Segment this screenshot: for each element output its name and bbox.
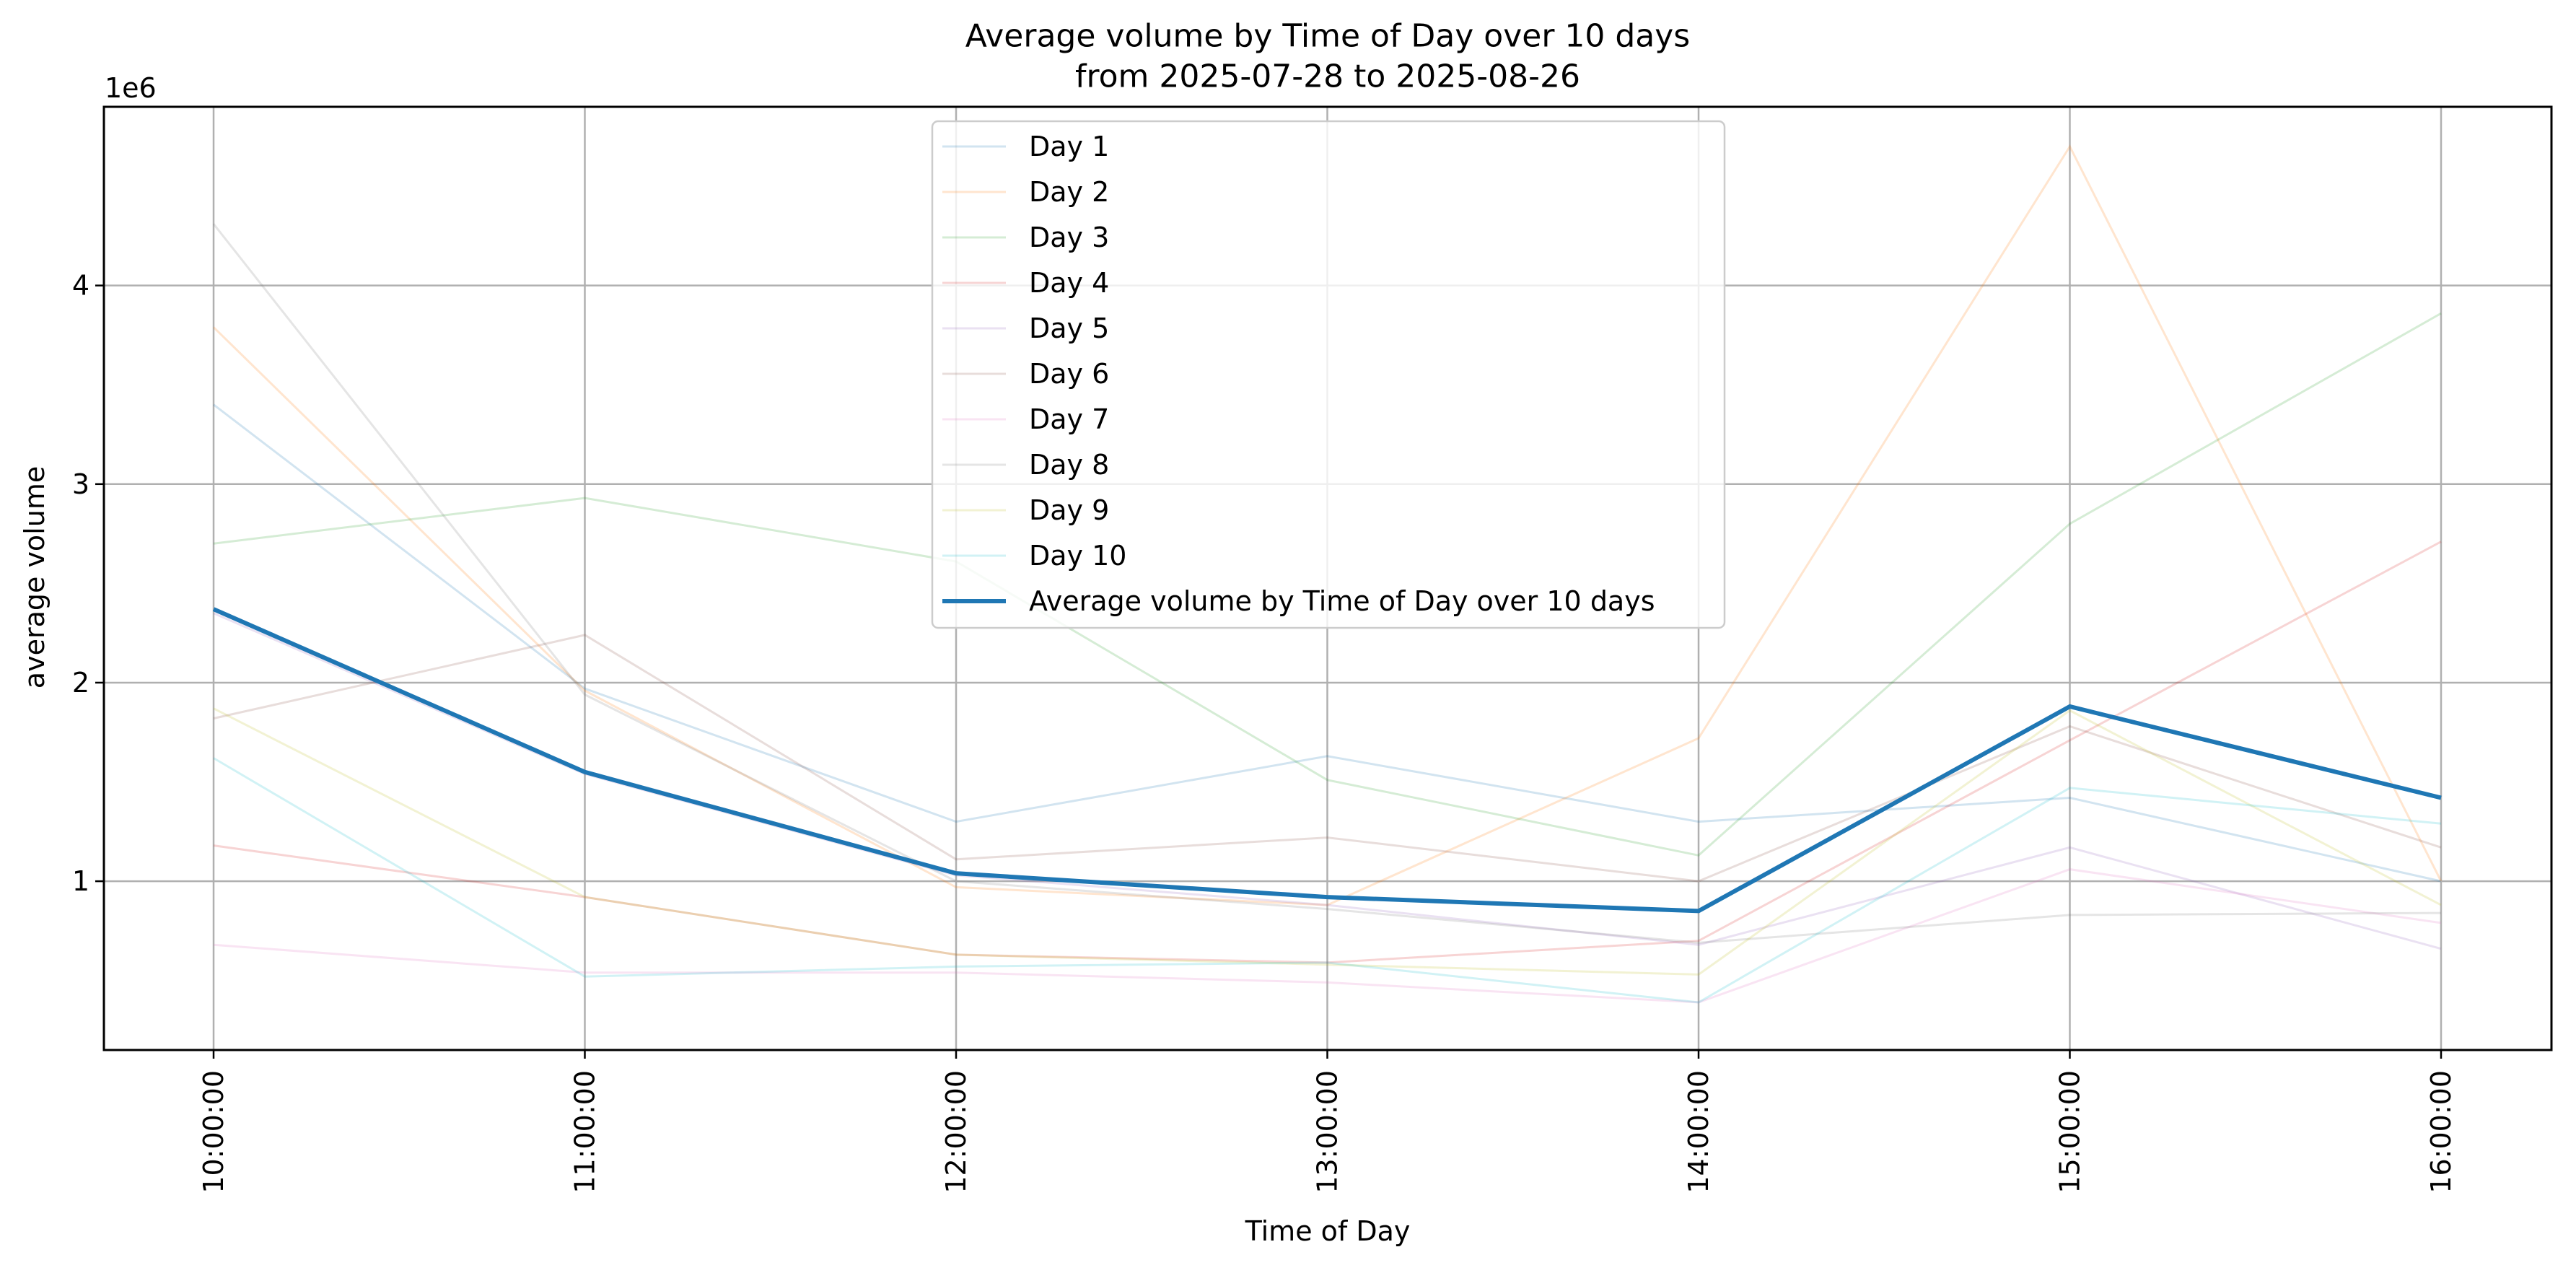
- legend-box: [931, 120, 1726, 629]
- legend-label: Day 2: [1029, 176, 1109, 208]
- series-line-day-1: [213, 403, 2442, 883]
- series-lines: [212, 144, 2443, 1004]
- series-line-day-10: [213, 757, 2442, 1004]
- y-tick-label: 2: [72, 667, 89, 699]
- average-series-line: [212, 607, 2442, 914]
- y-tick-label: 1: [72, 865, 89, 897]
- x-tick-label: 13:00:00: [1312, 1070, 1344, 1194]
- y-axis-ticks: 1 2 3 4: [72, 270, 104, 897]
- series-line-day-7: [213, 868, 2442, 1004]
- series-line-day-6: [213, 634, 2442, 883]
- x-axis-ticks: 10:00:00 11:00:00 12:00:00 13:00:00 14:00:00…: [198, 1050, 2457, 1194]
- series-line-day-3: [213, 312, 2442, 857]
- y-axis-offset-label: 1e6: [105, 72, 157, 104]
- y-axis-label: average volume: [19, 466, 51, 688]
- legend-label: Day 8: [1029, 449, 1109, 481]
- series-line-day-4: [213, 541, 2442, 964]
- x-tick-label: 10:00:00: [198, 1070, 229, 1194]
- series-line-day-2: [212, 144, 2443, 906]
- legend-label: Day 5: [1029, 312, 1109, 344]
- legend-label: Day 3: [1029, 222, 1109, 253]
- legend-label: Day 9: [1029, 494, 1109, 526]
- x-tick-label: 16:00:00: [2425, 1070, 2457, 1194]
- plot-area-frame: [102, 105, 2553, 1051]
- legend-label: Day 7: [1029, 403, 1109, 435]
- chart-subtitle: from 2025-07-28 to 2025-08-26: [1075, 58, 1580, 95]
- chart-title: Average volume by Time of Day over 10 da…: [965, 18, 1690, 55]
- legend-label: Day 10: [1029, 540, 1126, 572]
- legend-label: Average volume by Time of Day over 10 da…: [1029, 585, 1655, 617]
- legend: Day 1 Day 2 Day 3 Day 4 Day 5 Day 6 Day 7 Day 8…: [931, 120, 1726, 629]
- x-tick-label: 11:00:00: [569, 1070, 601, 1194]
- y-tick-label: 3: [72, 468, 89, 500]
- legend-label: Day 6: [1029, 358, 1109, 390]
- y-tick-label: 4: [72, 270, 89, 302]
- x-tick-label: 15:00:00: [2054, 1070, 2086, 1194]
- series-line-day-8: [212, 223, 2442, 944]
- x-tick-label: 14:00:00: [1683, 1070, 1714, 1194]
- x-tick-label: 12:00:00: [940, 1070, 972, 1194]
- x-axis-label: Time of Day: [1245, 1215, 1411, 1247]
- series-line-day-9: [213, 707, 2442, 976]
- legend-label: Day 1: [1029, 131, 1109, 162]
- legend-label: Day 4: [1029, 267, 1109, 299]
